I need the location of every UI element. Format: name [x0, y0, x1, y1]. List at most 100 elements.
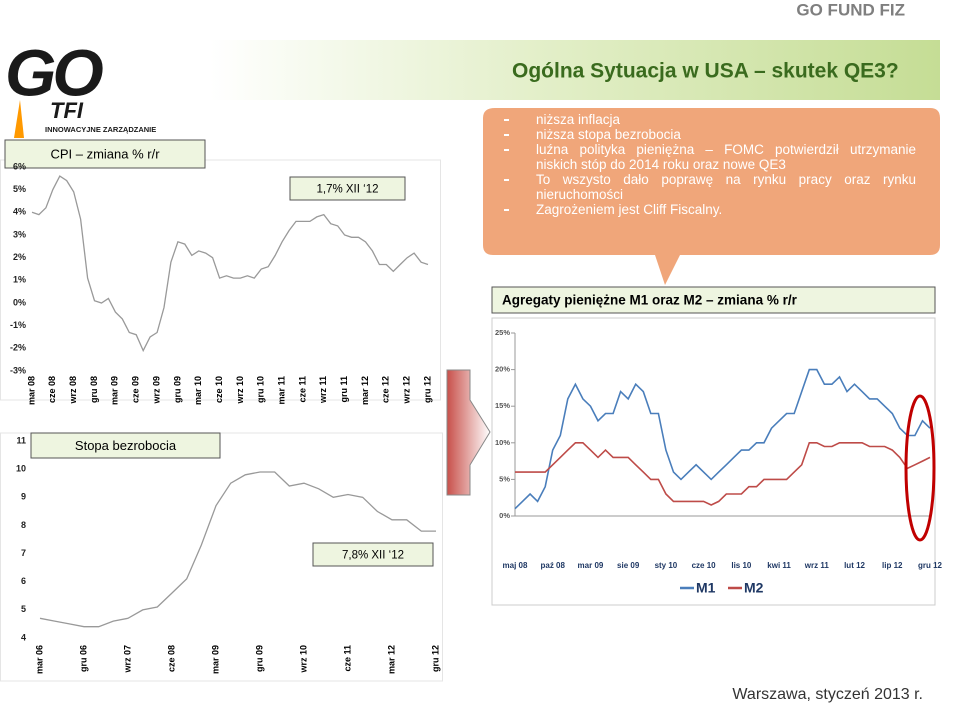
logo-name: GO [5, 35, 103, 109]
x-tick-label: wrz 10 [235, 376, 245, 405]
x-tick-label: gru 08 [89, 376, 99, 403]
brand: GO FUND FIZ [796, 0, 905, 19]
bullet: niższa stopa bezrobocia [496, 127, 916, 142]
x-tick-label: mar 10 [193, 376, 203, 405]
y-tick-label: 6% [13, 161, 26, 171]
footer: Warszawa, styczeń 2013 r. [732, 686, 923, 703]
annotation-box [312, 542, 434, 567]
y-tick-label: 6 [21, 576, 26, 586]
chart-title-box [491, 286, 936, 314]
annotation-box [289, 176, 406, 201]
logo-sub: TFI [50, 98, 84, 123]
x-tick-label: wrz 10 [298, 645, 308, 674]
y-tick-label: 4% [13, 207, 26, 217]
logo-mark [14, 100, 24, 138]
x-tick-label: cze 11 [342, 645, 352, 672]
x-tick-label: sie 09 [617, 561, 640, 570]
y-tick-label: 0% [499, 511, 510, 520]
x-tick-label: mar 06 [34, 645, 44, 674]
y-tick-label: 25% [495, 328, 510, 337]
x-tick-label: wrz 11 [804, 561, 830, 570]
x-tick-label: cze 09 [131, 376, 141, 403]
x-tick-label: mar 09 [210, 645, 220, 674]
x-tick-label: cze 12 [381, 376, 391, 403]
x-tick-label: gru 12 [422, 376, 432, 403]
chart-title: CPI – zmiana % r/r [50, 146, 160, 161]
x-tick-label: sty 10 [655, 561, 678, 570]
x-tick-label: lis 10 [731, 561, 752, 570]
x-tick-label: gru 12 [918, 561, 943, 570]
x-tick-label: cze 11 [297, 376, 307, 403]
y-tick-label: -3% [10, 365, 26, 375]
y-tick-label: 20% [495, 365, 510, 374]
line [514, 368, 931, 510]
y-tick-label: 9 [21, 492, 26, 502]
unemployment-frame [0, 432, 443, 682]
cpi-frame [0, 159, 441, 401]
chart-title: Stopa bezrobocia [75, 438, 177, 453]
y-tick-label: 5% [13, 184, 26, 194]
x-tick-label: cze 08 [47, 376, 57, 403]
annotation: 7,8% XII ‘12 [342, 550, 404, 562]
x-tick-label: gru 06 [78, 645, 88, 672]
x-tick-label: gru 09 [254, 645, 264, 672]
y-tick-label: 1% [13, 275, 26, 285]
y-tick-label: 11 [16, 435, 26, 445]
x-tick-label: mar 11 [276, 376, 286, 405]
y-tick-label: 2% [13, 252, 26, 262]
bullet-list: niższa inflacja niższa stopa bezrobocia lu… [496, 112, 916, 217]
x-tick-label: mar 09 [110, 376, 120, 405]
x-tick-label: mar 12 [386, 645, 396, 674]
x-tick-label: wrz 08 [68, 376, 78, 405]
x-tick-label: lut 12 [844, 561, 865, 570]
x-tick-label: gru 11 [339, 376, 349, 403]
arrow [446, 369, 491, 496]
y-tick-label: 5 [21, 604, 26, 614]
y-tick-label: 0% [13, 297, 26, 307]
x-tick-label: paź 08 [540, 561, 565, 570]
line [39, 471, 436, 628]
chart-title: Agregaty pieniężne M1 oraz M2 – zmiana %… [502, 293, 798, 308]
y-tick-label: 15% [495, 401, 510, 410]
bullet: niższa inflacja [496, 112, 916, 127]
y-tick-label: 3% [13, 229, 26, 239]
x-tick-label: mar 09 [578, 561, 604, 570]
x-tick-label: gru 12 [430, 645, 440, 672]
legend-label: M2 [744, 580, 764, 596]
callout [483, 108, 940, 285]
y-tick-label: 4 [21, 632, 26, 642]
x-tick-label: kwi 11 [767, 561, 791, 570]
x-tick-label: maj 08 [503, 561, 528, 570]
x-tick-label: wrz 07 [122, 645, 132, 674]
x-tick-label: lip 12 [882, 561, 903, 570]
x-tick-label: wrz 11 [318, 376, 328, 404]
x-tick-label: wrz 12 [402, 376, 412, 405]
logo-tagline: INNOWACYJNE ZARZĄDZANIE [45, 125, 156, 134]
y-tick-label: 8 [21, 520, 26, 530]
y-tick-label: 10 [16, 464, 26, 474]
bullet: To wszysto dało poprawę na rynku pracy o… [496, 172, 916, 202]
y-tick-label: 7 [21, 548, 26, 558]
slide-title: Ogólna Sytuacja w USA – skutek QE3? [512, 60, 899, 83]
x-tick-label: cze 10 [214, 376, 224, 403]
annotation: 1,7% XII ‘12 [316, 184, 378, 196]
x-tick-label: cze 10 [692, 561, 717, 570]
title-banner [210, 40, 940, 100]
x-tick-label: cze 08 [166, 645, 176, 672]
bullet: luźna polityka pieniężna – FOMC potwierd… [496, 142, 916, 172]
legend-label: M1 [696, 580, 716, 596]
x-tick-label: gru 10 [256, 376, 266, 403]
money-frame [491, 317, 936, 606]
chart-title-box [30, 432, 221, 459]
x-tick-label: gru 09 [172, 376, 182, 403]
bullet: Zagrożeniem jest Cliff Fiscalny. [496, 202, 916, 217]
y-tick-label: 5% [499, 474, 510, 483]
y-tick-label: -1% [10, 320, 26, 330]
chart-title-box [4, 139, 206, 169]
line [515, 442, 931, 506]
y-tick-label: -2% [10, 343, 26, 353]
x-tick-label: wrz 09 [151, 376, 161, 405]
line [31, 175, 429, 353]
